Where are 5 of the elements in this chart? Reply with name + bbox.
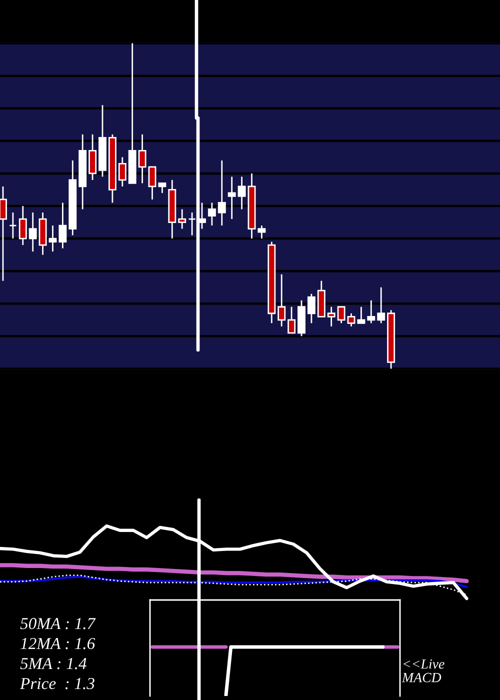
text: <<Live MACD [402, 659, 444, 682]
text: 50MA : 1.7 [20, 618, 96, 630]
text: 5MA : 1.4 [20, 658, 86, 670]
text: Price : 1.3 [20, 678, 94, 690]
text: 12MA : 1.6 [20, 638, 96, 650]
